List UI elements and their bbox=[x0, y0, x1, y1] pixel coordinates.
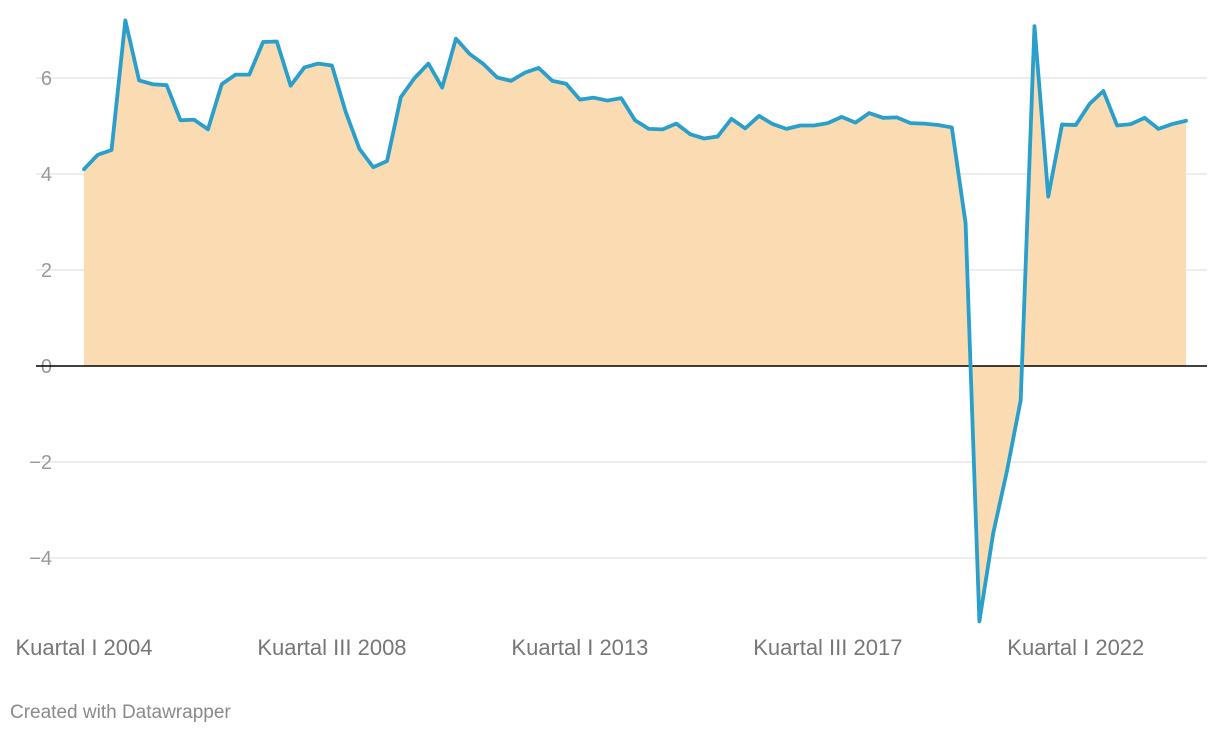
data-point bbox=[330, 64, 334, 67]
data-point bbox=[771, 122, 775, 126]
data-point bbox=[1129, 122, 1133, 126]
data-point bbox=[991, 532, 995, 535]
credit-text: Created with Datawrapper bbox=[10, 702, 231, 723]
line-layer bbox=[82, 18, 1188, 624]
data-point bbox=[895, 115, 899, 119]
x-tick-label: Kuartal III 2017 bbox=[753, 635, 902, 660]
data-point bbox=[619, 96, 623, 100]
data-point bbox=[234, 73, 237, 77]
data-point bbox=[151, 82, 155, 86]
data-point bbox=[922, 122, 926, 125]
data-point bbox=[840, 115, 844, 119]
data-point bbox=[1046, 195, 1050, 198]
data-point bbox=[812, 124, 816, 127]
data-point bbox=[509, 79, 513, 83]
data-point bbox=[730, 117, 733, 121]
data-point bbox=[743, 126, 747, 130]
data-point bbox=[1157, 127, 1160, 131]
data-point bbox=[137, 79, 141, 82]
y-tick-label: 2 bbox=[41, 260, 52, 282]
y-tick-label: 4 bbox=[41, 164, 52, 186]
data-point bbox=[275, 40, 279, 43]
data-point bbox=[977, 619, 981, 623]
x-tick-label: Kuartal I 2022 bbox=[1007, 635, 1144, 660]
data-point bbox=[826, 121, 830, 125]
data-point bbox=[426, 62, 430, 65]
data-point bbox=[1033, 24, 1036, 28]
x-axis-labels: Kuartal I 2004 Kuartal III 2008 Kuartal I … bbox=[16, 635, 1145, 660]
data-point bbox=[371, 165, 375, 169]
data-point bbox=[82, 167, 86, 171]
data-point bbox=[674, 122, 678, 125]
data-point bbox=[785, 127, 788, 131]
data-point bbox=[523, 71, 527, 75]
data-point bbox=[1115, 124, 1119, 127]
area-layer bbox=[84, 20, 1186, 622]
data-point bbox=[440, 86, 444, 89]
data-point bbox=[550, 79, 554, 83]
data-point bbox=[495, 76, 499, 79]
data-point bbox=[192, 118, 196, 122]
data-point bbox=[468, 52, 472, 56]
data-point bbox=[1005, 469, 1009, 473]
data-point bbox=[578, 98, 582, 101]
data-point bbox=[647, 127, 651, 131]
data-point bbox=[564, 82, 568, 86]
data-point bbox=[123, 19, 127, 22]
data-point bbox=[757, 114, 761, 118]
data-point bbox=[358, 147, 361, 151]
data-point bbox=[385, 159, 389, 163]
data-point bbox=[316, 62, 320, 65]
data-point bbox=[1074, 123, 1078, 127]
x-tick-label: Kuartal III 2008 bbox=[257, 635, 406, 660]
data-point bbox=[1184, 119, 1188, 123]
data-point bbox=[454, 37, 458, 41]
data-point bbox=[179, 118, 182, 122]
data-point bbox=[482, 62, 485, 66]
data-point bbox=[413, 76, 416, 80]
data-point bbox=[344, 110, 348, 114]
data-point bbox=[909, 121, 912, 125]
data-point bbox=[96, 153, 100, 157]
data-point bbox=[1060, 123, 1064, 126]
data-point bbox=[798, 124, 802, 127]
data-point bbox=[716, 135, 720, 138]
data-point bbox=[633, 118, 637, 122]
data-point bbox=[1170, 122, 1174, 126]
data-point bbox=[1143, 116, 1147, 120]
data-point bbox=[606, 99, 609, 102]
data-point bbox=[854, 121, 857, 125]
data-point bbox=[661, 127, 664, 131]
data-point bbox=[1101, 89, 1105, 93]
data-point bbox=[1019, 398, 1023, 402]
data-point bbox=[950, 126, 954, 129]
data-point bbox=[702, 137, 706, 140]
data-point bbox=[220, 82, 224, 86]
data-point bbox=[688, 132, 692, 136]
area-fill bbox=[84, 20, 1186, 622]
data-point bbox=[289, 84, 293, 88]
x-tick-label: Kuartal I 2013 bbox=[511, 635, 648, 660]
data-point bbox=[206, 127, 210, 131]
data-point bbox=[881, 116, 885, 120]
y-tick-label: −2 bbox=[29, 452, 52, 474]
data-point bbox=[165, 83, 169, 87]
data-point bbox=[867, 111, 871, 115]
data-point bbox=[110, 148, 113, 152]
y-tick-label: 6 bbox=[41, 68, 52, 90]
data-point bbox=[964, 222, 967, 225]
data-point bbox=[936, 123, 940, 127]
y-tick-label: −4 bbox=[29, 548, 52, 570]
x-tick-label: Kuartal I 2004 bbox=[16, 635, 153, 660]
data-point bbox=[1088, 102, 1091, 106]
data-point bbox=[247, 73, 251, 77]
data-point bbox=[399, 95, 403, 99]
data-point bbox=[261, 40, 265, 44]
data-point bbox=[592, 96, 596, 100]
data-point bbox=[537, 66, 540, 70]
y-tick-label: 0 bbox=[41, 356, 52, 378]
data-point bbox=[303, 66, 306, 69]
